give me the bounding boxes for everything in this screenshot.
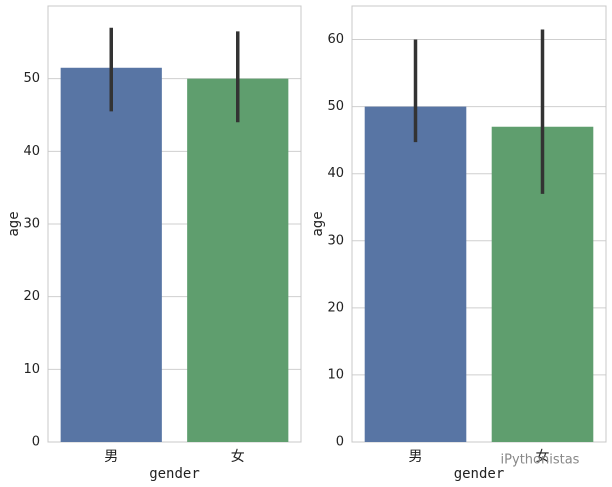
watermark: iPythonistas	[501, 453, 580, 468]
x-tick-label: 男	[104, 449, 118, 465]
y-tick-label: 20	[23, 289, 40, 304]
axes-frame	[351, 5, 607, 443]
x-tick-label: 女	[231, 448, 245, 465]
x-tick-label: 男	[409, 449, 423, 465]
y-axis-label: age	[6, 211, 22, 236]
y-tick-label: 20	[327, 300, 344, 315]
axes-frame	[47, 5, 302, 443]
x-axis-label: gender	[149, 466, 200, 482]
bar	[187, 78, 289, 443]
y-tick-label: 40	[23, 144, 40, 159]
y-tick-label: 50	[327, 99, 344, 114]
y-tick-label: 30	[23, 217, 40, 232]
y-tick-label: 60	[327, 32, 344, 47]
y-tick-label: 50	[23, 71, 40, 86]
x-tick-label: 女	[536, 448, 550, 465]
y-tick-label: 10	[327, 367, 344, 382]
x-axis-label: gender	[454, 466, 505, 482]
y-tick-label: 0	[336, 435, 344, 450]
y-tick-label: 30	[327, 233, 344, 248]
bar	[60, 67, 162, 443]
y-tick-label: 0	[32, 435, 40, 450]
y-tick-label: 40	[327, 166, 344, 181]
y-axis-label: age	[310, 211, 326, 236]
bar	[364, 106, 467, 442]
y-tick-label: 10	[23, 362, 40, 377]
